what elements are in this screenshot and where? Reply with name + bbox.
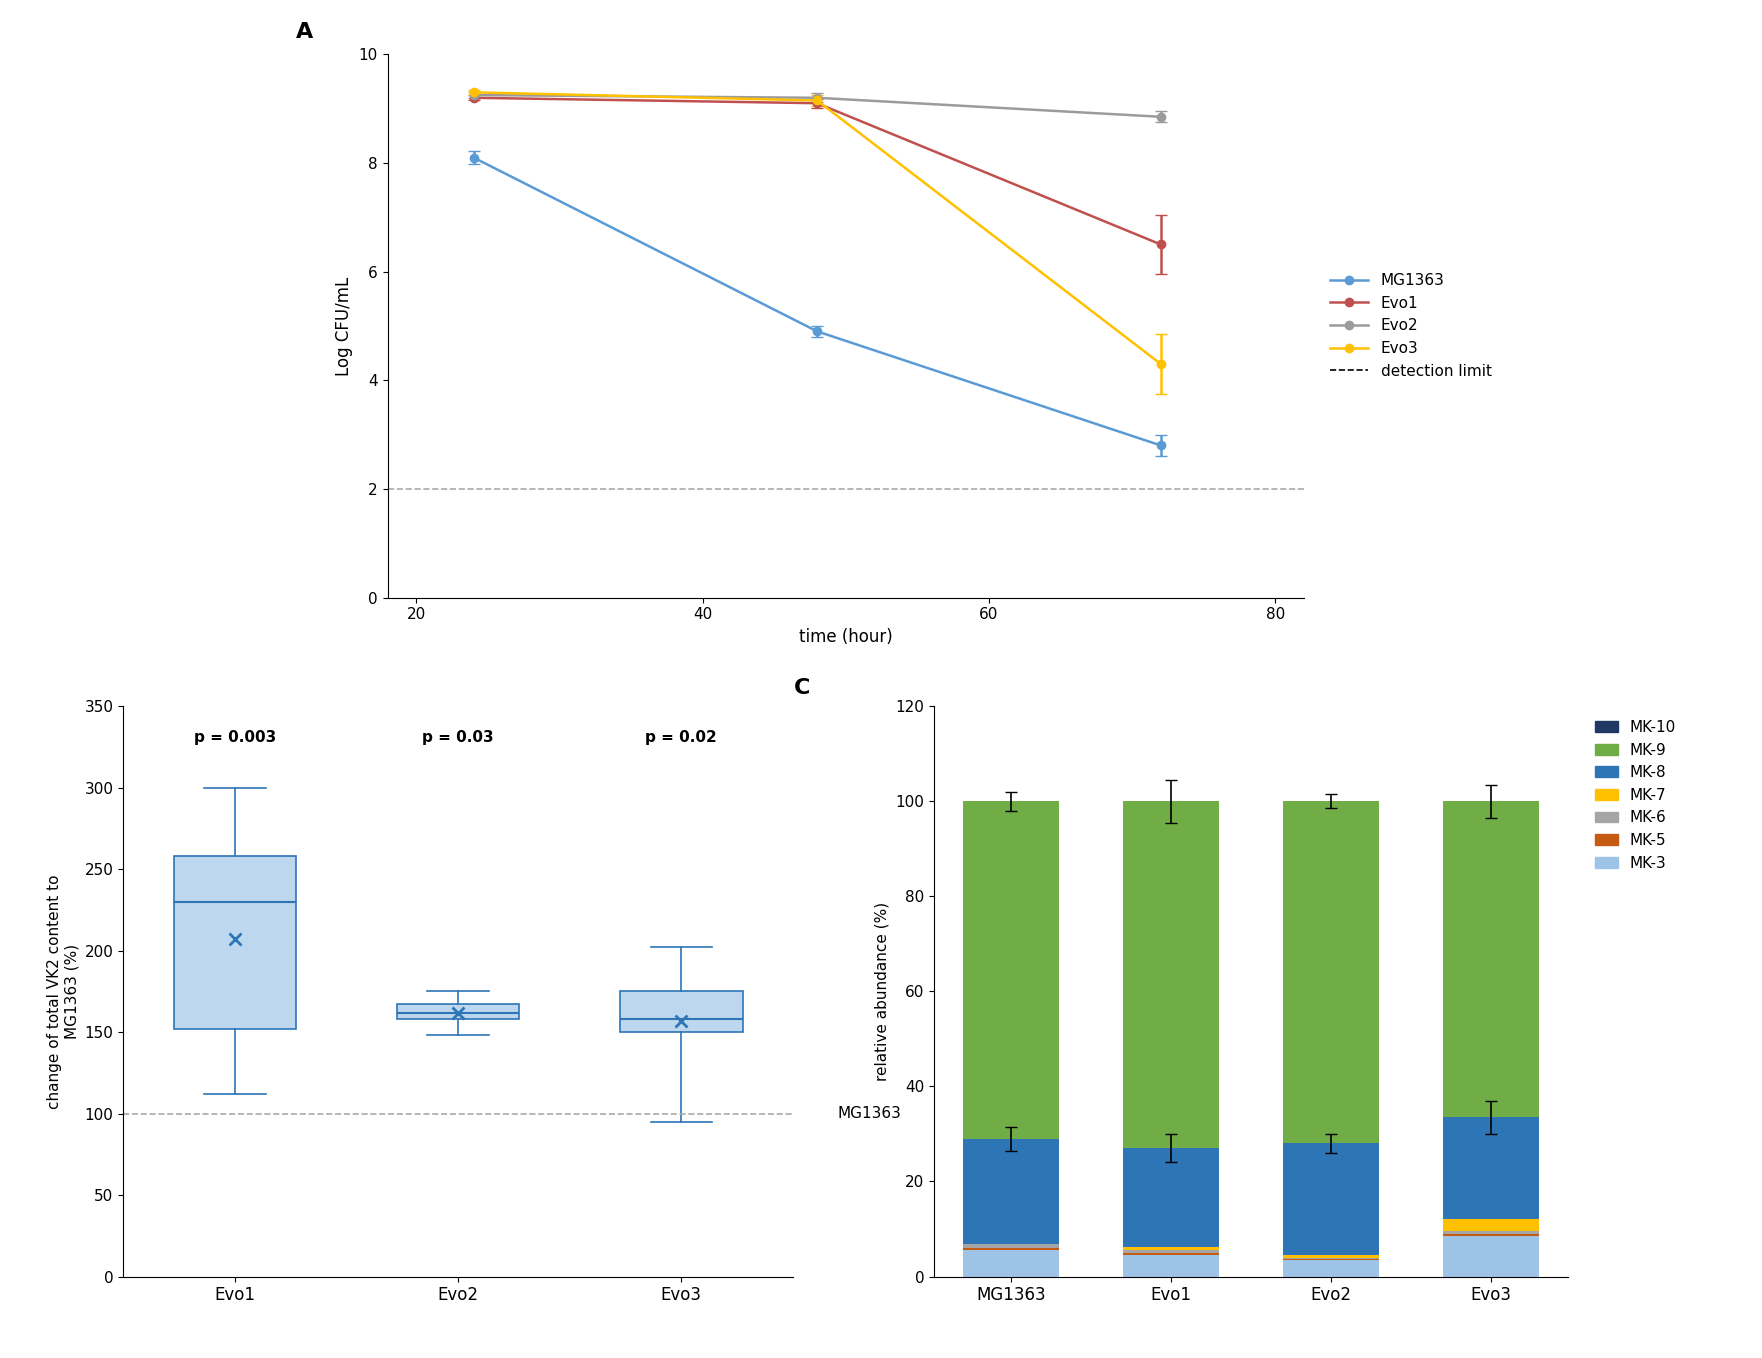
Text: C: C: [795, 678, 811, 698]
Bar: [1283, 1258, 1380, 1259]
Bar: [1283, 1143, 1380, 1255]
PathPatch shape: [173, 856, 296, 1029]
Legend: MG1363, Evo1, Evo2, Evo3, detection limit: MG1363, Evo1, Evo2, Evo3, detection limi…: [1325, 268, 1498, 384]
Bar: [1283, 1260, 1380, 1277]
Bar: [1122, 1247, 1219, 1251]
Bar: [1443, 1233, 1540, 1236]
Bar: [1122, 1255, 1219, 1277]
Y-axis label: relative abundance (%): relative abundance (%): [874, 902, 890, 1081]
Bar: [1443, 1118, 1540, 1219]
PathPatch shape: [620, 991, 742, 1032]
Bar: [962, 1251, 1059, 1277]
Bar: [1443, 1232, 1540, 1233]
Y-axis label: change of total VK2 content to
MG1363 (%): change of total VK2 content to MG1363 (%…: [46, 875, 79, 1108]
PathPatch shape: [396, 1005, 520, 1018]
Text: p = 0.003: p = 0.003: [194, 731, 277, 746]
Bar: [1283, 1255, 1380, 1258]
Bar: [1122, 1252, 1219, 1255]
Bar: [1122, 801, 1219, 1148]
Bar: [962, 1244, 1059, 1248]
Bar: [1443, 1219, 1540, 1232]
Bar: [962, 801, 1059, 1138]
Text: MG1363: MG1363: [837, 1105, 902, 1122]
Bar: [962, 1248, 1059, 1251]
Y-axis label: Log CFU/mL: Log CFU/mL: [335, 276, 352, 376]
X-axis label: time (hour): time (hour): [798, 627, 893, 646]
Legend: MK-10, MK-9, MK-8, MK-7, MK-6, MK-5, MK-3: MK-10, MK-9, MK-8, MK-7, MK-6, MK-5, MK-…: [1589, 714, 1683, 877]
Bar: [1443, 801, 1540, 1118]
Text: p = 0.03: p = 0.03: [423, 731, 493, 746]
Bar: [1443, 1236, 1540, 1277]
Text: p = 0.02: p = 0.02: [645, 731, 717, 746]
Bar: [962, 1138, 1059, 1244]
Bar: [1122, 1149, 1219, 1247]
Bar: [1122, 1251, 1219, 1252]
Text: A: A: [296, 22, 314, 42]
Bar: [1283, 801, 1380, 1143]
